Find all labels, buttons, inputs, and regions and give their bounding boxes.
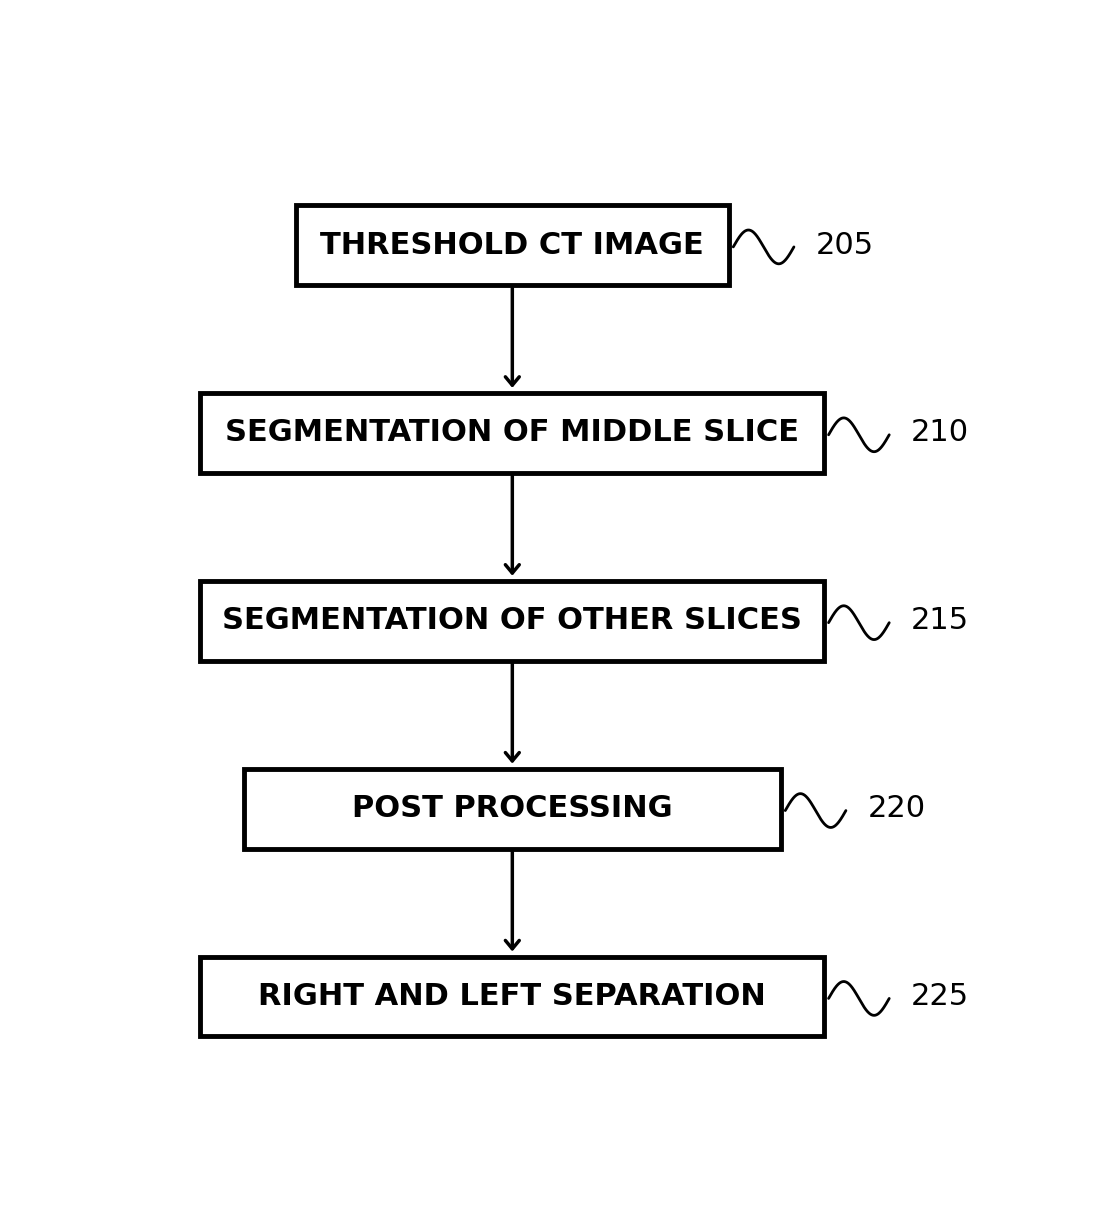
Text: 225: 225 [911,982,969,1011]
Text: THRESHOLD CT IMAGE: THRESHOLD CT IMAGE [321,231,704,260]
Bar [200,956,824,1037]
Bar [244,769,780,849]
Text: POST PROCESSING: POST PROCESSING [352,794,673,824]
Bar [295,205,729,285]
Text: SEGMENTATION OF OTHER SLICES: SEGMENTATION OF OTHER SLICES [222,606,803,636]
Text: 205: 205 [816,231,873,260]
Text: SEGMENTATION OF MIDDLE SLICE: SEGMENTATION OF MIDDLE SLICE [226,418,799,448]
Text: 215: 215 [911,606,969,636]
Bar [200,393,824,473]
Text: 220: 220 [868,794,926,824]
Bar [200,581,824,661]
Text: RIGHT AND LEFT SEPARATION: RIGHT AND LEFT SEPARATION [258,982,766,1011]
Text: 210: 210 [911,418,969,448]
